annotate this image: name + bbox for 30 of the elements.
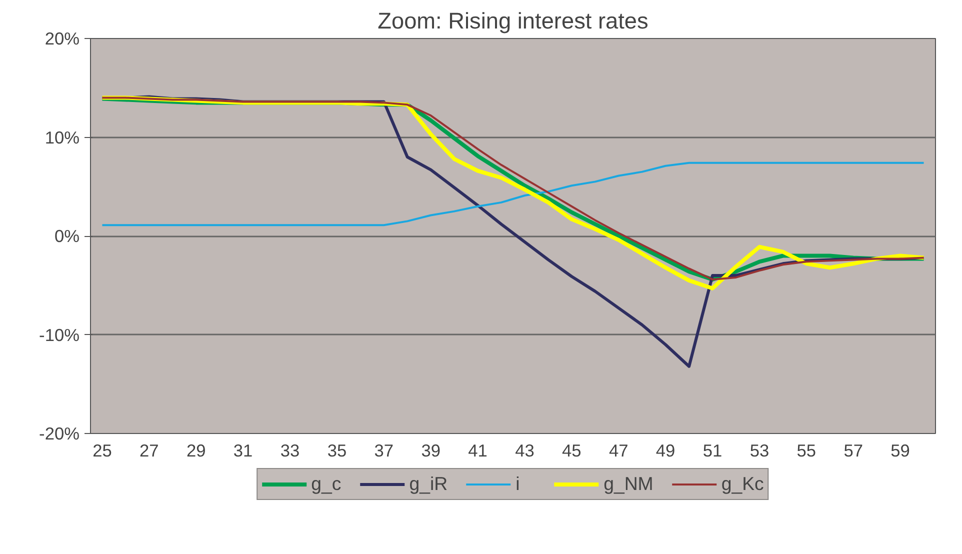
y-tick-label: -20%: [39, 424, 80, 444]
legend-label: g_NM: [604, 473, 654, 495]
x-tick-label: 57: [844, 440, 863, 460]
x-tick-label: 31: [233, 440, 253, 460]
chart-title: Zoom: Rising interest rates: [378, 8, 648, 34]
x-tick-label: 53: [750, 440, 770, 460]
x-tick-label: 29: [186, 440, 206, 460]
legend-label: g_c: [311, 473, 342, 495]
x-tick-label: 45: [562, 440, 582, 460]
x-tick-label: 35: [327, 440, 347, 460]
x-tick-label: 47: [608, 440, 628, 460]
x-tick-label: 39: [421, 440, 440, 460]
legend-label: g_iR: [409, 473, 448, 495]
x-tick-label: 43: [515, 440, 534, 460]
line-series: [101, 162, 925, 226]
x-tick-label: 25: [92, 440, 112, 460]
x-tick-label: 33: [280, 440, 300, 460]
legend-label: g_Kc: [721, 473, 764, 495]
x-tick-label: 41: [468, 440, 488, 460]
x-tick-label: 51: [702, 440, 722, 460]
x-tick-label: 49: [656, 440, 676, 460]
x-tick-label: 27: [140, 440, 159, 460]
x-tick-label: 37: [374, 440, 394, 460]
x-tick-label: 55: [796, 440, 816, 460]
y-tick-label: 0%: [54, 226, 80, 246]
y-tick-label: 20%: [44, 28, 80, 48]
y-tick-label: 10%: [44, 127, 80, 148]
y-tick-label: -10%: [39, 324, 80, 345]
legend-label: i: [516, 473, 521, 495]
x-tick-label: 59: [890, 440, 910, 460]
